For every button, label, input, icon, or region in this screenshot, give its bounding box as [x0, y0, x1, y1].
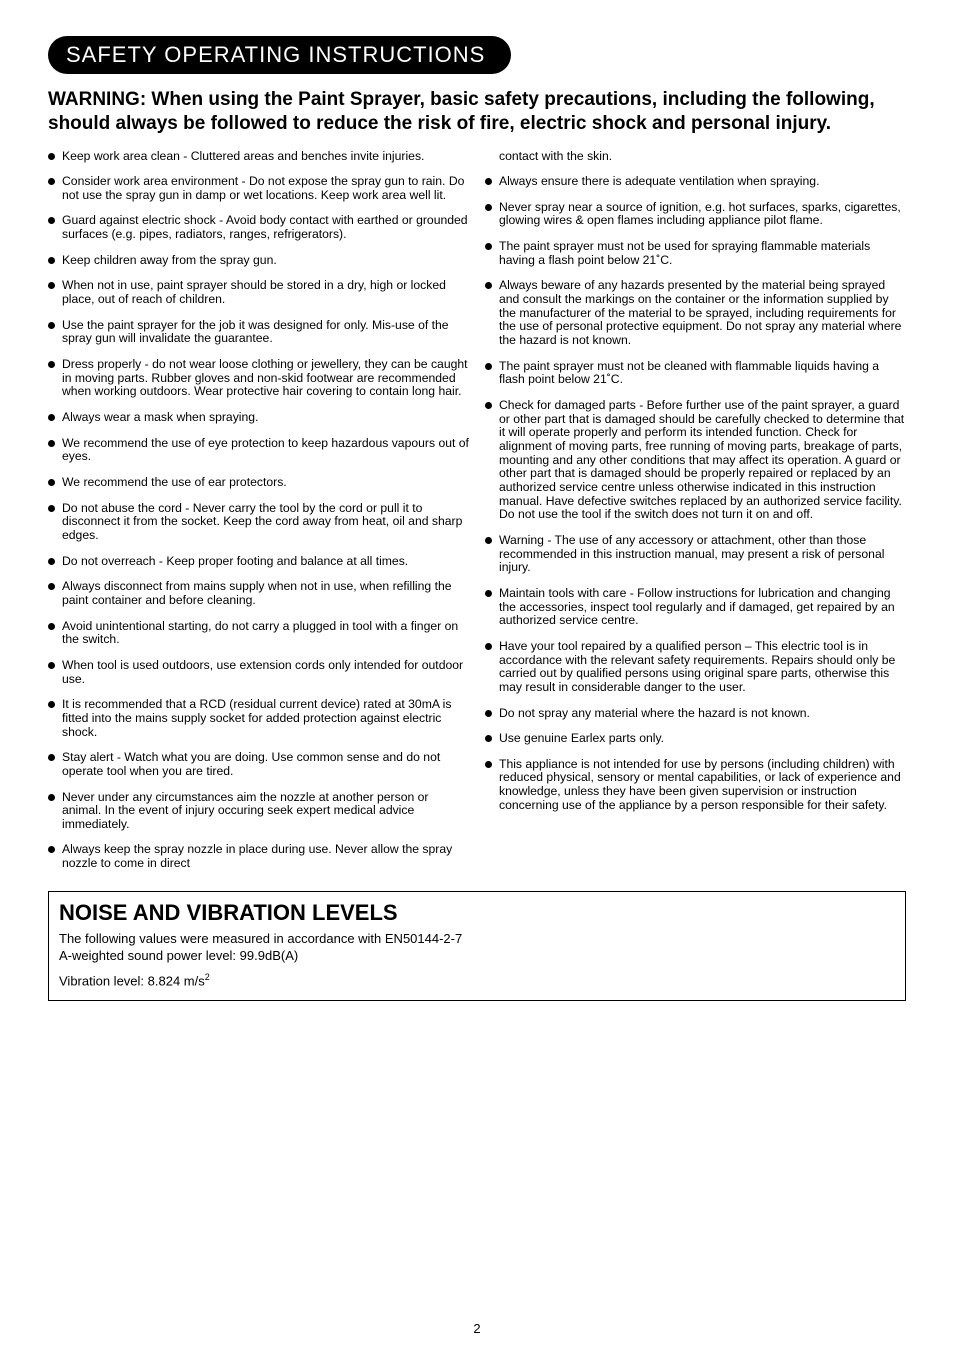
- bullet-item: When tool is used outdoors, use extensio…: [48, 659, 469, 686]
- bullet-item: Always beware of any hazards presented b…: [485, 279, 906, 347]
- bullet-item: Never under any circumstances aim the no…: [48, 791, 469, 832]
- left-bullet-list: Keep work area clean - Cluttered areas a…: [48, 150, 469, 871]
- page: SAFETY OPERATING INSTRUCTIONS WARNING: W…: [0, 0, 954, 1350]
- section-title-pill: SAFETY OPERATING INSTRUCTIONS: [48, 36, 511, 74]
- noise-line-3: Vibration level: 8.824 m/s2: [59, 971, 895, 990]
- bullet-item: Do not overreach - Keep proper footing a…: [48, 555, 469, 569]
- right-column: contact with the skin. Always ensure ther…: [485, 150, 906, 883]
- bullet-item: Do not abuse the cord - Never carry the …: [48, 502, 469, 543]
- two-column-body: Keep work area clean - Cluttered areas a…: [48, 150, 906, 883]
- bullet-item: Keep work area clean - Cluttered areas a…: [48, 150, 469, 164]
- bullet-item: Check for damaged parts - Before further…: [485, 399, 906, 522]
- bullet-item: Guard against electric shock - Avoid bod…: [48, 214, 469, 241]
- bullet-item: Never spray near a source of ignition, e…: [485, 201, 906, 228]
- page-number: 2: [0, 1321, 954, 1336]
- noise-vibration-box: NOISE AND VIBRATION LEVELS The following…: [48, 891, 906, 1001]
- continuation-line: contact with the skin.: [485, 150, 906, 164]
- bullet-item: Use genuine Earlex parts only.: [485, 732, 906, 746]
- bullet-item: Dress properly - do not wear loose cloth…: [48, 358, 469, 399]
- bullet-item: Avoid unintentional starting, do not car…: [48, 620, 469, 647]
- bullet-item: Maintain tools with care - Follow instru…: [485, 587, 906, 628]
- bullet-item: Do not spray any material where the haza…: [485, 707, 906, 721]
- bullet-item: The paint sprayer must not be cleaned wi…: [485, 360, 906, 387]
- bullet-item: Warning - The use of any accessory or at…: [485, 534, 906, 575]
- noise-line-3-sup: 2: [205, 972, 210, 982]
- bullet-item: The paint sprayer must not be used for s…: [485, 240, 906, 267]
- bullet-item: This appliance is not intended for use b…: [485, 758, 906, 813]
- bullet-item: Keep children away from the spray gun.: [48, 254, 469, 268]
- bullet-item: Consider work area environment - Do not …: [48, 175, 469, 202]
- bullet-item: We recommend the use of eye protection t…: [48, 437, 469, 464]
- noise-line-1: The following values were measured in ac…: [59, 930, 895, 948]
- bullet-item: Use the paint sprayer for the job it was…: [48, 319, 469, 346]
- bullet-item: Always keep the spray nozzle in place du…: [48, 843, 469, 870]
- bullet-item: We recommend the use of ear protectors.: [48, 476, 469, 490]
- bullet-item: When not in use, paint sprayer should be…: [48, 279, 469, 306]
- bullet-item: Always wear a mask when spraying.: [48, 411, 469, 425]
- warning-paragraph: WARNING: When using the Paint Sprayer, b…: [48, 88, 906, 136]
- noise-title: NOISE AND VIBRATION LEVELS: [59, 900, 895, 926]
- noise-line-3-prefix: Vibration level: 8.824 m/s: [59, 973, 205, 988]
- left-column: Keep work area clean - Cluttered areas a…: [48, 150, 469, 883]
- bullet-item: It is recommended that a RCD (residual c…: [48, 698, 469, 739]
- bullet-item: Have your tool repaired by a qualified p…: [485, 640, 906, 695]
- bullet-item: Always ensure there is adequate ventilat…: [485, 175, 906, 189]
- right-bullet-list: contact with the skin. Always ensure ther…: [485, 150, 906, 813]
- noise-line-2: A-weighted sound power level: 99.9dB(A): [59, 947, 895, 965]
- bullet-item: Always disconnect from mains supply when…: [48, 580, 469, 607]
- bullet-item: Stay alert - Watch what you are doing. U…: [48, 751, 469, 778]
- noise-body: The following values were measured in ac…: [59, 930, 895, 990]
